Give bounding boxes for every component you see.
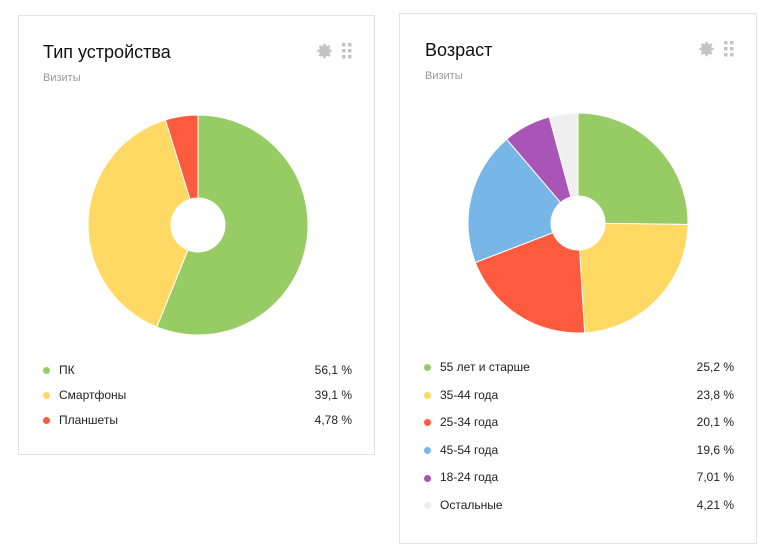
widget-title: Возраст (425, 40, 493, 60)
age-pie-chart (467, 112, 689, 334)
device-pie-chart (87, 114, 309, 336)
pie-slice[interactable] (156, 114, 309, 336)
pie-slice[interactable] (579, 222, 689, 334)
drag-handle-icon[interactable] (342, 43, 352, 59)
legend-value: 39,1 % (314, 388, 352, 402)
legend-label: 18-24 года (440, 470, 499, 485)
legend-label: 35-44 года (440, 387, 499, 402)
age-widget: Возраст Визиты 55 лет и старше 25,2 % 35-4… (399, 13, 757, 544)
legend-item[interactable]: Смартфоны 39,1 % (43, 383, 352, 408)
legend-item[interactable]: 45-54 года 19,6 % (424, 437, 734, 465)
legend-label: Остальные (440, 497, 503, 512)
legend-color-dot (424, 364, 431, 372)
legend-item[interactable]: Остальные 4,21 % (424, 492, 734, 520)
legend-color-dot (424, 391, 431, 399)
legend-value: 56,1 % (314, 363, 352, 377)
widget-subtitle: Визиты (425, 70, 463, 82)
legend-color-dot (43, 392, 50, 399)
pie-slice[interactable] (87, 119, 191, 328)
pie-slice[interactable] (548, 112, 579, 198)
legend-item[interactable]: 35-44 года 23,8 % (424, 382, 734, 410)
legend-value: 19,6 % (696, 442, 734, 457)
legend-label: Смартфоны (59, 388, 127, 402)
legend-color-dot (424, 502, 431, 510)
legend-value: 23,8 % (696, 387, 734, 402)
legend-color-dot (424, 474, 431, 482)
legend-value: 4,78 % (314, 413, 352, 427)
legend-item[interactable]: Планшеты 4,78 % (43, 408, 352, 433)
pie-slice[interactable] (467, 138, 562, 264)
legend: 55 лет и старше 25,2 % 35-44 года 23,8 % 25-… (424, 354, 734, 520)
legend-value: 20,1 % (696, 415, 734, 430)
pie-slice[interactable] (474, 232, 586, 334)
legend-item[interactable]: ПК 56,1 % (43, 358, 352, 383)
legend-item[interactable]: 55 лет и старше 25,2 % (424, 354, 734, 382)
legend-item[interactable]: 25-34 года 20,1 % (424, 409, 734, 437)
gear-icon[interactable] (316, 42, 334, 60)
legend-value: 25,2 % (696, 360, 734, 374)
drag-handle-icon[interactable] (724, 41, 734, 57)
legend-color-dot (424, 447, 431, 455)
device-type-widget: Тип устройства Визиты ПК 56,1 % Смартфоны 3… (18, 15, 375, 455)
widget-tools (698, 40, 734, 58)
legend-label: 45-54 года (440, 442, 499, 457)
legend-value: 7,01 % (696, 470, 734, 485)
pie-slice[interactable] (577, 112, 689, 226)
widget-title: Тип устройства (43, 42, 171, 62)
legend-item[interactable]: 18-24 года 7,01 % (424, 464, 734, 492)
widget-subtitle: Визиты (43, 72, 81, 84)
legend-color-dot (424, 419, 431, 427)
legend-label: Планшеты (59, 413, 118, 427)
pie-slice[interactable] (164, 114, 199, 200)
legend: ПК 56,1 % Смартфоны 39,1 % Планшеты 4,78 % (43, 358, 352, 433)
legend-color-dot (43, 417, 50, 424)
legend-label: 55 лет и старше (440, 360, 530, 374)
legend-label: ПК (59, 363, 75, 377)
widget-tools (316, 42, 352, 60)
legend-color-dot (43, 367, 50, 374)
gear-icon[interactable] (698, 40, 716, 58)
legend-label: 25-34 года (440, 415, 499, 430)
legend-value: 4,21 % (696, 497, 734, 512)
